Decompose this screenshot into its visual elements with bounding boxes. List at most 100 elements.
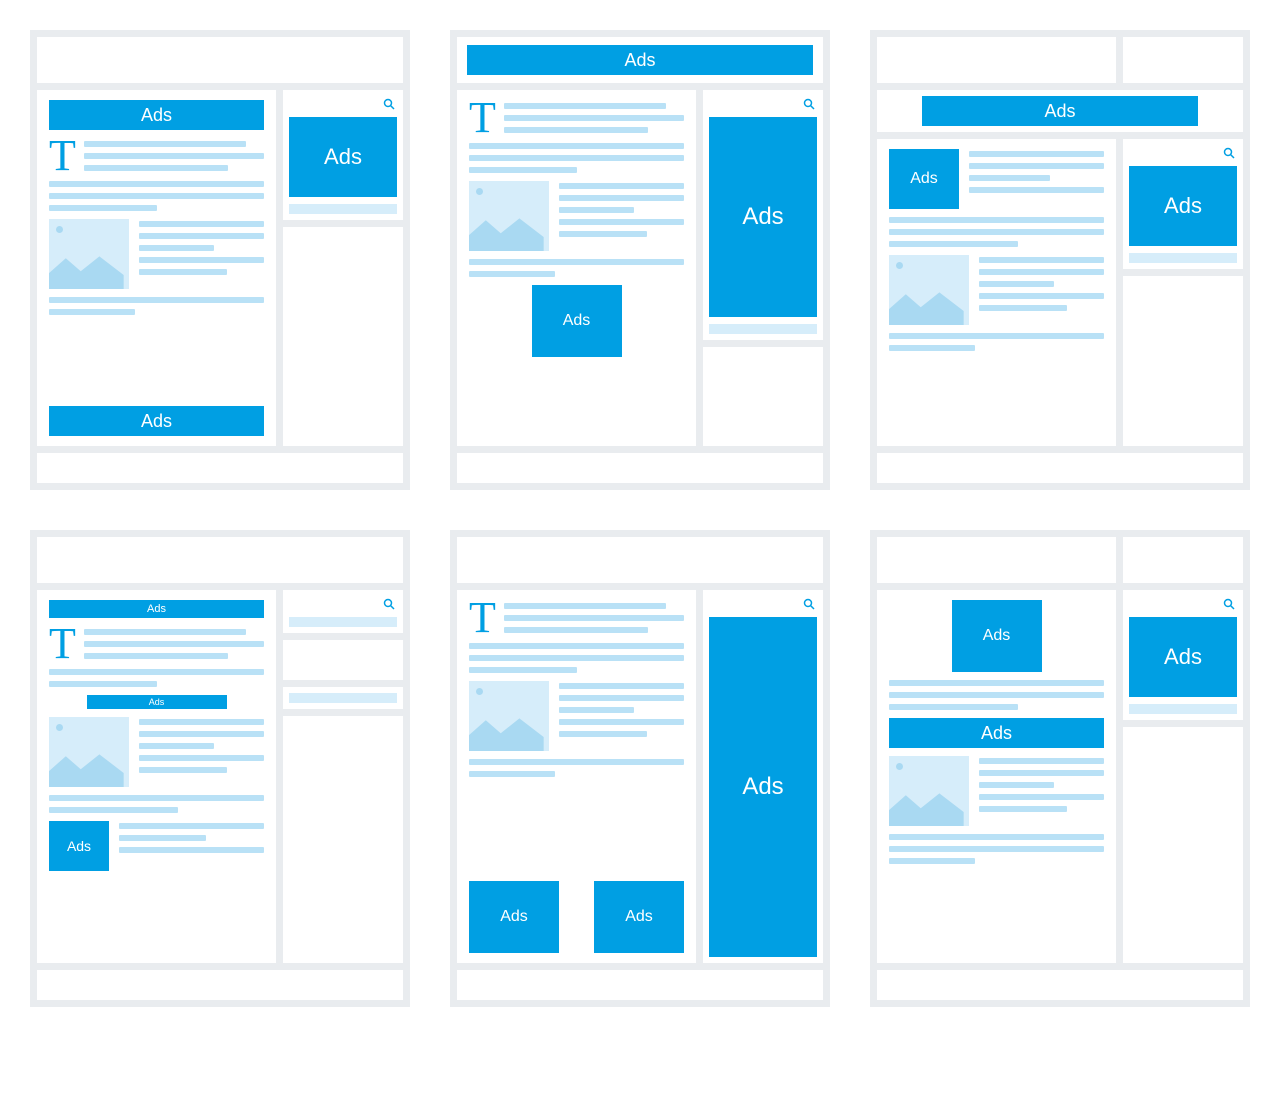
- text-line: [889, 680, 1104, 686]
- text-line: [979, 281, 1054, 287]
- text-line: [889, 229, 1104, 235]
- search-icon[interactable]: [803, 598, 815, 610]
- text-line: [889, 345, 975, 351]
- ad-banner-bottom[interactable]: Ads: [49, 406, 264, 436]
- text-line: [49, 807, 178, 813]
- text-line: [469, 655, 684, 661]
- text-line: [469, 271, 555, 277]
- sidebar-strip: [289, 617, 397, 627]
- text-line: [49, 681, 157, 687]
- wireframe-2: Ads T: [450, 30, 830, 490]
- image-placeholder: [49, 219, 129, 289]
- header: [37, 537, 403, 583]
- ad-bottom-left[interactable]: Ads: [469, 881, 559, 953]
- text-line: [49, 205, 157, 211]
- dropcap: T: [469, 100, 496, 135]
- text-line: [889, 217, 1104, 223]
- text-line: [979, 305, 1067, 311]
- text-line: [49, 795, 264, 801]
- footer: [37, 970, 403, 1000]
- text-line: [139, 767, 227, 773]
- text-line: [49, 297, 264, 303]
- ad-sidebar[interactable]: Ads: [1129, 617, 1237, 697]
- text-line: [84, 641, 264, 647]
- sidebar-strip: [289, 693, 397, 703]
- text-line: [84, 153, 264, 159]
- text-line: [139, 257, 264, 263]
- ad-inline[interactable]: Ads: [889, 149, 959, 209]
- text-line: [139, 743, 214, 749]
- footer: [877, 453, 1243, 483]
- search-icon[interactable]: [383, 98, 395, 110]
- text-line: [504, 603, 666, 609]
- text-line: [469, 143, 684, 149]
- text-line: [559, 207, 634, 213]
- text-line: [559, 695, 684, 701]
- ad-sidebar[interactable]: Ads: [289, 117, 397, 197]
- text-line: [559, 683, 684, 689]
- ad-banner-top[interactable]: Ads: [49, 100, 264, 130]
- text-line: [139, 233, 264, 239]
- text-line: [84, 141, 246, 147]
- ad-banner-slim[interactable]: Ads: [49, 600, 264, 618]
- image-placeholder: [889, 756, 969, 826]
- text-line: [119, 823, 264, 829]
- ad-skyscraper[interactable]: Ads: [709, 617, 817, 957]
- text-line: [559, 195, 684, 201]
- ad-sidebar[interactable]: Ads: [1129, 166, 1237, 246]
- text-line: [504, 115, 684, 121]
- text-line: [889, 333, 1104, 339]
- ad-top-center[interactable]: Ads: [952, 600, 1042, 672]
- ad-sidebar-tall[interactable]: Ads: [709, 117, 817, 317]
- text-line: [969, 163, 1104, 169]
- text-line: [559, 731, 647, 737]
- search-icon[interactable]: [1223, 147, 1235, 159]
- text-line: [469, 771, 555, 777]
- text-line: [469, 167, 577, 173]
- text-line: [469, 759, 684, 765]
- search-icon[interactable]: [803, 98, 815, 110]
- text-line: [979, 257, 1104, 263]
- text-line: [119, 835, 206, 841]
- text-line: [559, 231, 647, 237]
- ad-embedded[interactable]: Ads: [87, 695, 227, 709]
- wireframe-4: Ads T Ads: [30, 530, 410, 1007]
- text-line: [49, 181, 264, 187]
- text-line: [889, 241, 1018, 247]
- search-icon[interactable]: [1223, 598, 1235, 610]
- text-line: [559, 183, 684, 189]
- text-line: [979, 269, 1104, 275]
- wireframe-1: Ads T: [30, 30, 410, 490]
- ad-header[interactable]: Ads: [467, 45, 813, 75]
- text-line: [469, 259, 684, 265]
- text-line: [979, 293, 1104, 299]
- text-line: [139, 755, 264, 761]
- subheader: Ads: [877, 90, 1243, 132]
- text-line: [139, 221, 264, 227]
- search-icon[interactable]: [383, 598, 395, 610]
- dropcap: T: [469, 600, 496, 635]
- ad-content[interactable]: Ads: [532, 285, 622, 357]
- ad-inline-small[interactable]: Ads: [49, 821, 109, 871]
- wireframe-grid: Ads T: [30, 30, 1250, 1007]
- text-line: [504, 615, 684, 621]
- text-line: [889, 846, 1104, 852]
- ad-bottom-right[interactable]: Ads: [594, 881, 684, 953]
- ad-banner-mid[interactable]: Ads: [889, 718, 1104, 748]
- footer: [37, 453, 403, 483]
- text-line: [969, 187, 1104, 193]
- text-line: [969, 175, 1050, 181]
- text-line: [84, 165, 228, 171]
- footer: [457, 970, 823, 1000]
- image-placeholder: [889, 255, 969, 325]
- text-line: [889, 692, 1104, 698]
- text-line: [559, 719, 684, 725]
- text-line: [469, 155, 684, 161]
- ad-subheader[interactable]: Ads: [922, 96, 1199, 126]
- text-line: [139, 731, 264, 737]
- sidebar-strip: [1129, 253, 1237, 263]
- text-line: [559, 219, 684, 225]
- header: [877, 537, 1243, 583]
- sidebar-strip: [709, 324, 817, 334]
- text-line: [469, 643, 684, 649]
